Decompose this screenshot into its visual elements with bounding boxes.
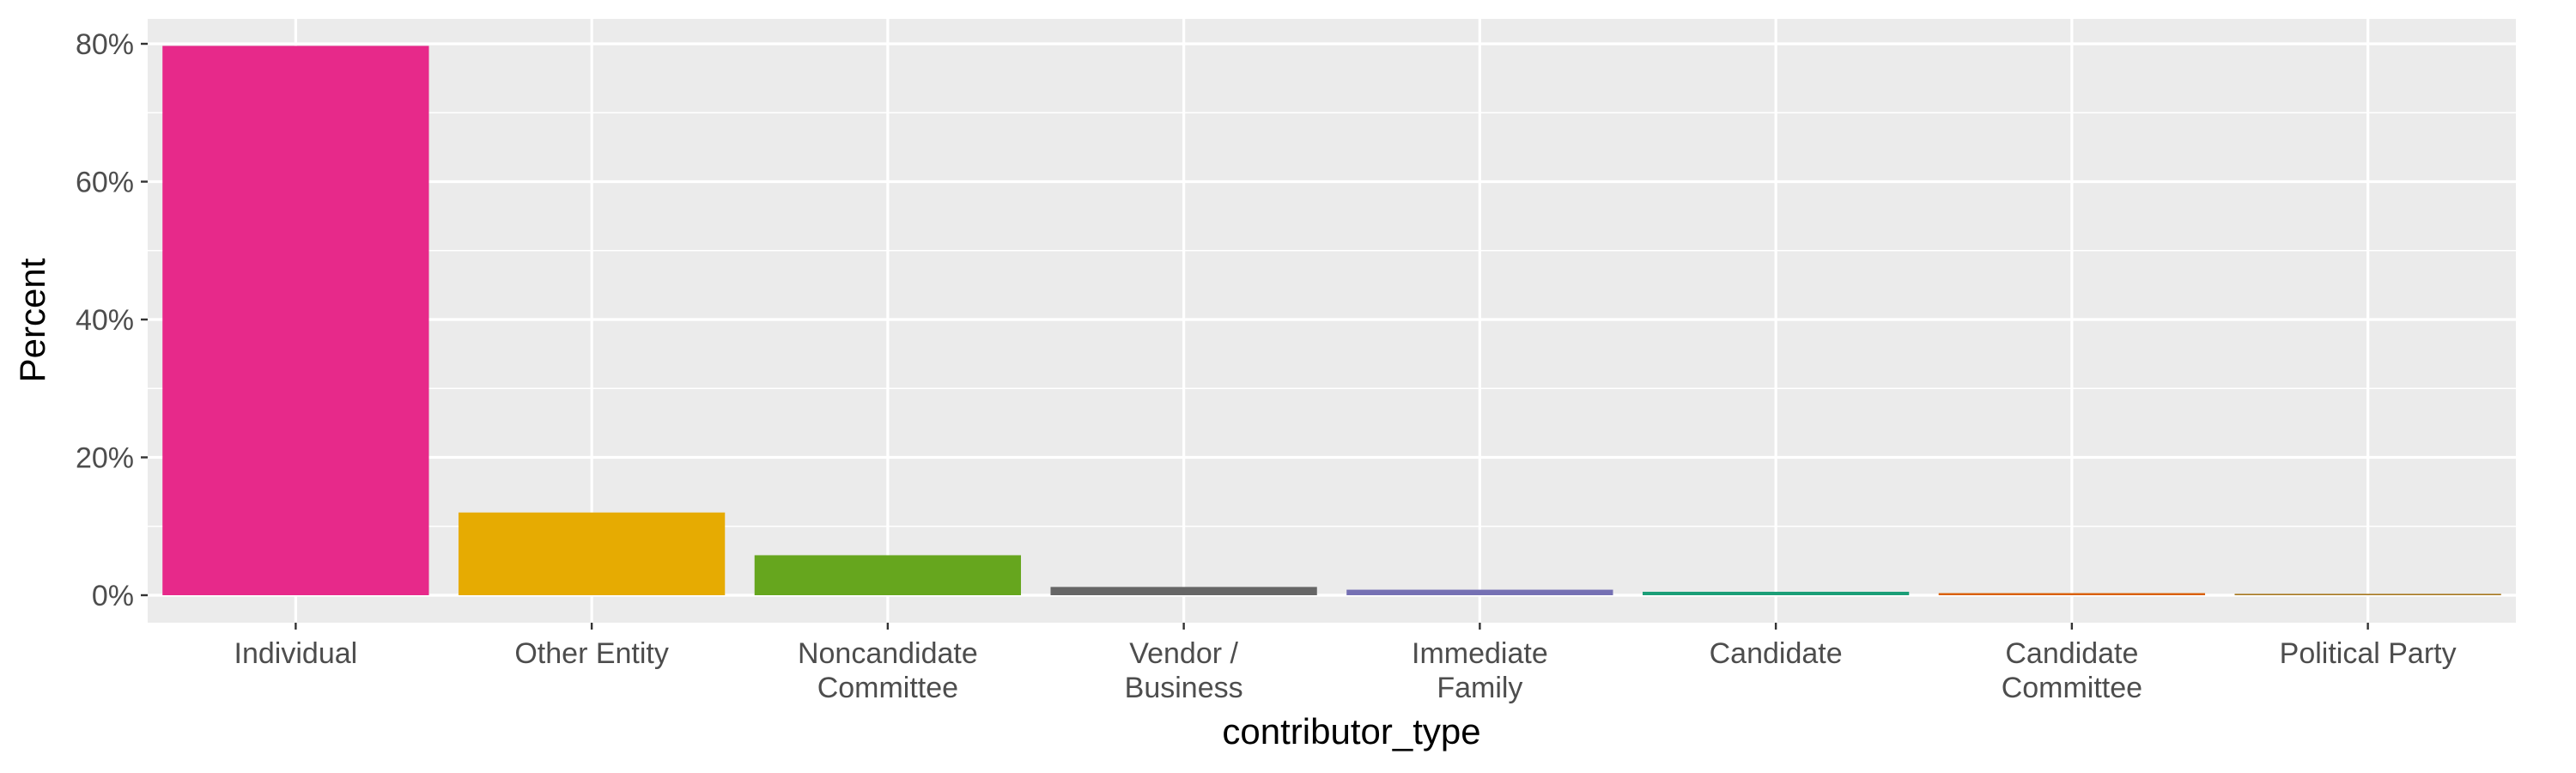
- bars: [162, 46, 2501, 596]
- bar: [1938, 593, 2206, 595]
- x-tick-label: Noncandidate Committee: [798, 637, 978, 704]
- y-tick-label: 20%: [76, 442, 134, 475]
- x-tick-label: Candidate: [1710, 637, 1843, 670]
- axes: 0% 20% 40% 60% 80% Individual Other Entity Nonc…: [76, 28, 2457, 704]
- bar: [754, 555, 1022, 595]
- x-tick-label: Political Party: [2280, 637, 2457, 670]
- x-tick-label: Vendor / Business: [1125, 637, 1243, 704]
- bar: [162, 46, 429, 596]
- bar: [1642, 591, 1910, 595]
- bar: [2234, 593, 2501, 595]
- y-tick-label: 0%: [92, 580, 134, 612]
- x-tick-label: Other Entity: [514, 637, 669, 670]
- x-tick-label: Candidate Committee: [2002, 637, 2142, 704]
- x-tick-label: Individual: [234, 637, 358, 670]
- y-tick-label: 80%: [76, 28, 134, 61]
- y-tick-label: 60%: [76, 167, 134, 199]
- x-axis-title: contributor_type: [1222, 711, 1480, 752]
- y-tick-label: 40%: [76, 304, 134, 337]
- bar: [1050, 587, 1317, 595]
- bar: [458, 512, 726, 595]
- x-tick-label: Immediate Family: [1412, 637, 1548, 704]
- bar: [1346, 589, 1613, 595]
- y-axis-title: Percent: [12, 258, 52, 382]
